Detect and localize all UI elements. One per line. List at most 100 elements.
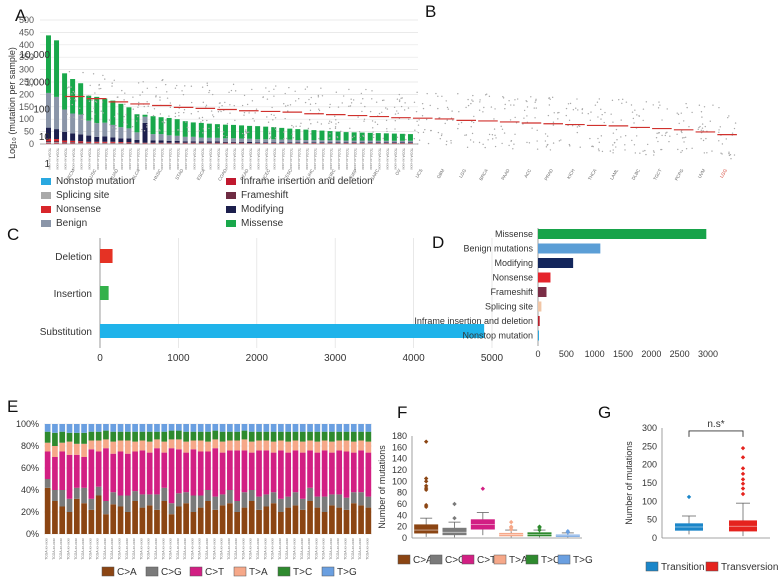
e-bar-segment [132,491,138,501]
e-bar-segment [146,452,153,495]
b-sample-point [616,139,618,141]
b-sample-point [132,96,134,98]
b-sample-point [404,134,407,136]
b-sample-point [680,112,682,114]
b-sample-point [206,119,208,122]
b-sample-point [597,148,600,150]
e-bar-segment [270,431,277,442]
b-sample-point [452,119,454,121]
b-sample-point [536,140,538,142]
a-legend-swatch [226,192,236,199]
b-sample-point [283,103,285,105]
c-x-tick-label: 2000 [246,353,269,364]
b-sample-point [688,126,690,128]
b-sample-point [514,99,516,101]
b-sample-point [429,104,431,107]
d-category-label: Modifying [494,258,533,268]
e-bar-segment [358,492,364,506]
b-sample-point [544,140,547,142]
a-bar-segment [351,140,357,143]
e-bar-segment [73,498,80,534]
c-x-tick-label: 3000 [324,353,347,364]
e-bar-segment [365,507,372,534]
f-y-tick-label: 100 [392,476,407,486]
e-y-tick-label: 100% [16,419,39,429]
a-x-tick-label: TCGA-xx-xxxx [56,148,60,170]
b-sample-point [661,134,663,137]
a-bar-segment [231,138,236,142]
b-sample-point [291,124,293,127]
b-sample-point [360,102,362,104]
b-sample-point [176,84,178,87]
e-x-tick-label: TCGA-xx-xxxx [212,538,216,560]
b-sample-point [615,146,617,148]
b-sample-point [700,111,703,113]
e-x-tick-label: TCGA-xx-xxxx [365,538,369,560]
b-sample-point [183,111,185,114]
e-bar-segment [124,453,131,496]
e-bar-segment [44,431,51,443]
b-x-tick-label: LIHC [305,167,315,179]
a-x-tick-label: TCGA-xx-xxxx [176,148,180,170]
e-legend-swatch [145,566,159,577]
c-category-label: Deletion [55,252,92,263]
a-legend-label: Benign [56,218,87,229]
e-bar-segment [365,441,372,453]
a-legend-swatch [226,206,236,213]
b-sample-point [334,127,337,130]
b-sample-point [603,121,605,124]
d-category-label: Inframe insertion and deletion [414,316,533,326]
d-category-label: Missense [495,229,533,239]
b-sample-point [202,119,204,122]
e-bar-segment [205,451,211,490]
a-bar-segment [126,128,132,139]
b-sample-point [74,98,76,101]
e-bar-segment [241,492,248,508]
b-sample-point [94,100,97,103]
b-sample-point [274,128,277,131]
b-sample-point [613,142,616,144]
b-sample-point [201,86,204,88]
e-bar-segment [350,503,357,534]
e-bar-segment [88,440,95,450]
b-sample-point [220,110,222,113]
b-sample-point [615,128,618,131]
e-x-tick-label: TCGA-xx-xxxx [358,538,362,560]
b-sample-point [700,138,702,140]
b-sample-point [553,112,555,114]
a-bar-segment [263,126,269,140]
e-bar-segment [365,424,372,432]
f-legend-label: T>C [541,555,560,566]
b-sample-point [666,108,668,110]
b-sample-point [334,126,337,128]
b-sample-point [186,126,189,128]
g-legend-label: Transition [661,562,705,573]
b-sample-point [68,86,70,88]
b-sample-point [350,102,353,104]
b-sample-point [685,148,688,150]
b-sample-point [371,90,373,92]
e-bar-segment [66,432,73,442]
b-sample-point [569,145,571,147]
a-bar-segment [62,131,68,141]
c-bar [100,286,109,300]
a-x-tick-label: TCGA-xx-xxxx [329,148,333,170]
a-bar-segment [271,127,277,140]
e-legend-swatch [277,566,291,577]
a-bar-segment [383,140,389,143]
b-sample-point [269,136,272,138]
b-sample-point [271,106,273,109]
e-bar-segment [292,431,299,441]
b-sample-point [446,119,448,121]
e-y-tick-label: 60% [21,463,39,473]
e-bar-segment [124,512,131,534]
e-bar-segment [358,440,364,451]
b-x-tick-label: CESC [283,167,294,181]
b-sample-point [535,98,537,101]
e-bar-segment [168,514,175,534]
e-bar-segment [95,495,102,534]
a-x-tick-label: TCGA-xx-xxxx [96,148,100,170]
b-sample-point [211,114,214,116]
b-sample-point [560,139,562,141]
e-bar-segment [343,424,350,432]
